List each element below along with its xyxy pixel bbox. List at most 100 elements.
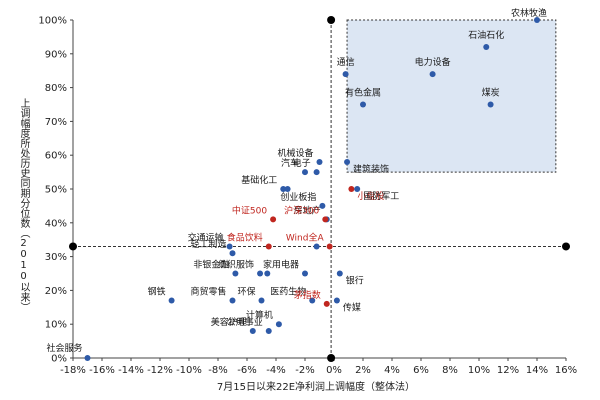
- point-label: 汽车: [281, 157, 299, 169]
- data-point: [360, 101, 366, 108]
- y-tick-label: 70%: [45, 117, 67, 128]
- point-label: 食品饮料: [227, 231, 263, 243]
- point-label: Wind全A: [286, 231, 325, 243]
- x-tick-label: 6%: [413, 365, 429, 376]
- point-label: 国防军工: [363, 190, 399, 202]
- x-tick-label: 16%: [555, 365, 577, 376]
- data-point: [309, 297, 316, 304]
- x-tick-label: 12%: [497, 365, 519, 376]
- data-point: [313, 169, 320, 176]
- point-label: 农林牧渔: [511, 7, 547, 19]
- data-point: [84, 355, 91, 361]
- point-label: 房地产: [294, 204, 321, 216]
- data-point: [229, 250, 236, 257]
- point-label: 创业板指: [280, 191, 316, 203]
- x-tick-label: 4%: [384, 365, 400, 376]
- point-label: 钢铁: [148, 286, 166, 298]
- point-label: 纺织服饰: [218, 259, 254, 271]
- y-tick-label: 60%: [45, 151, 67, 162]
- x-tick-label: -14%: [118, 365, 144, 376]
- point-label: 商贸零售: [190, 286, 226, 298]
- data-point: [249, 327, 256, 334]
- point-label: 电子: [293, 157, 311, 169]
- point-label: 机械设备: [277, 147, 313, 159]
- x-tick-label: -12%: [147, 365, 173, 376]
- point-label: 社会服务: [46, 342, 82, 354]
- point-label: 公用事业: [227, 316, 263, 328]
- x-tick-label: 14%: [526, 365, 548, 376]
- data-point: [333, 297, 340, 304]
- data-point: [534, 17, 540, 23]
- x-axis-title: 7月15日以来22E净利润上调幅度（整体法）: [217, 380, 415, 393]
- x-tick-label: -16%: [89, 365, 115, 376]
- data-point: [336, 270, 343, 277]
- point-label: 中证500: [232, 204, 267, 216]
- data-points: [84, 17, 540, 361]
- data-point: [257, 270, 264, 277]
- data-point: [316, 158, 323, 165]
- x-tick-label: 2%: [355, 365, 371, 376]
- point-label: 家用电器: [263, 259, 299, 271]
- data-point: [168, 297, 175, 304]
- data-point: [302, 270, 308, 277]
- data-point: [302, 169, 308, 176]
- data-point: [348, 186, 355, 192]
- data-point: [326, 243, 333, 250]
- y-tick-label: 90%: [45, 49, 67, 60]
- reference-anchors: [69, 16, 570, 362]
- data-point: [265, 327, 272, 334]
- x-tick-label: -18%: [60, 365, 86, 376]
- data-point: [265, 243, 272, 250]
- data-point: [429, 71, 436, 78]
- point-label: 美容护理: [211, 316, 247, 328]
- point-label: 茅指数: [294, 289, 321, 301]
- x-tick-label: -4%: [266, 365, 285, 376]
- data-point: [229, 297, 236, 304]
- point-label: 计算机: [246, 309, 273, 321]
- data-point: [323, 300, 330, 307]
- point-label: 有色金属: [345, 87, 381, 99]
- point-label: 通信: [337, 56, 355, 68]
- point-label: 基础化工: [241, 174, 277, 186]
- data-point: [342, 71, 349, 78]
- x-tick-label: 10%: [468, 365, 490, 376]
- data-point: [280, 186, 287, 192]
- y-tick-label: 50%: [45, 185, 67, 196]
- point-label: 传媒: [343, 302, 361, 314]
- data-point: [487, 101, 494, 108]
- y-tick-label: 80%: [45, 83, 67, 94]
- data-point: [354, 186, 361, 192]
- data-point: [483, 44, 490, 51]
- data-point: [313, 243, 320, 250]
- x-tick-label: -8%: [208, 365, 227, 376]
- y-tick-label: 10%: [45, 320, 67, 331]
- data-point: [322, 216, 329, 223]
- x-tick-label: -2%: [295, 365, 314, 376]
- x-tick-label: -10%: [176, 365, 202, 376]
- data-point: [344, 158, 351, 165]
- data-point: [232, 270, 239, 277]
- data-point: [284, 186, 291, 192]
- point-label: 环保: [237, 286, 255, 298]
- reference-anchor-dot: [327, 16, 336, 24]
- x-tick-label: -6%: [237, 365, 256, 376]
- point-label: 煤炭: [482, 87, 500, 99]
- point-label: 银行: [346, 275, 364, 287]
- data-point: [226, 243, 233, 250]
- point-label: 小盘股: [357, 190, 384, 202]
- y-tick-label: 0%: [51, 354, 67, 365]
- x-tick-label: 8%: [442, 365, 458, 376]
- y-tick-label: 30%: [45, 252, 67, 263]
- y-tick-label: 20%: [45, 286, 67, 297]
- data-point: [270, 216, 277, 223]
- data-point: [258, 297, 265, 304]
- point-label: 非银金融: [193, 259, 229, 271]
- y-tick-label: 100%: [38, 16, 67, 27]
- axes: -18% -16% -14% -12% -10% -8% -6% -4% -2% 0% 2% 4% 6%…: [38, 16, 577, 377]
- data-point: [275, 321, 282, 328]
- point-label: 电力设备: [415, 56, 451, 68]
- point-label: 交通运输: [188, 231, 224, 243]
- data-point: [319, 202, 326, 209]
- y-tick-label: 40%: [45, 218, 67, 229]
- point-label: 建筑装饰: [353, 163, 389, 175]
